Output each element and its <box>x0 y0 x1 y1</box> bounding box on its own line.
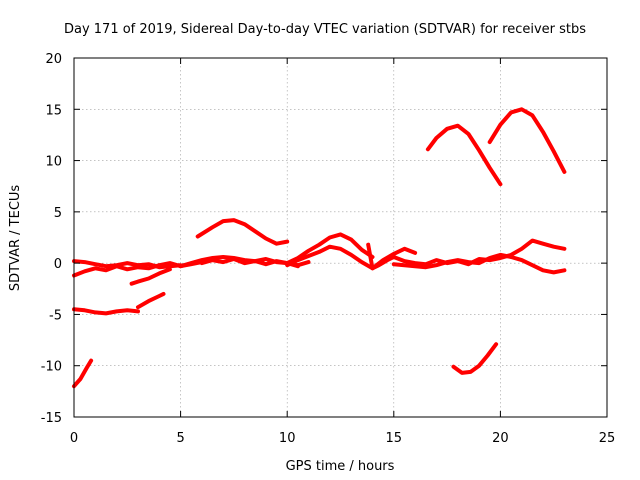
x-tick-label: 20 <box>492 431 509 446</box>
tick-layer: 0 5 10 15 20 25 -15 -10 -5 0 5 10 15 20 <box>41 52 616 446</box>
y-tick-label: 15 <box>45 103 62 118</box>
series-line-trace-16 <box>451 342 499 375</box>
x-tick-label: 25 <box>599 431 616 446</box>
series-line-trace-14 <box>425 123 503 187</box>
series-line-trace-11 <box>285 244 418 271</box>
y-tick-label: 20 <box>45 52 62 67</box>
series-line-trace-8 <box>195 218 290 246</box>
y-tick-label: 10 <box>45 155 62 170</box>
y-tick-label: -10 <box>41 360 62 375</box>
chart-title: Day 171 of 2019, Sidereal Day-to-day VTE… <box>64 22 586 37</box>
series-line-trace-3 <box>136 291 166 310</box>
y-tick-label: -5 <box>49 308 62 323</box>
plot-frame <box>73 57 608 418</box>
series-line-trace-1 <box>72 358 94 389</box>
y-tick-label: -15 <box>41 411 62 426</box>
series-layer <box>72 107 567 389</box>
series-line-trace-10 <box>285 232 375 266</box>
series-line-trace-15 <box>487 107 567 174</box>
series-line-trace-2 <box>72 307 140 316</box>
y-tick-label: 0 <box>54 257 62 272</box>
y-tick-label: 5 <box>54 206 62 221</box>
y-axis-label: SDTVAR / TECUs <box>8 185 23 292</box>
x-axis-label: GPS time / hours <box>286 459 395 474</box>
x-tick-label: 5 <box>176 431 184 446</box>
series-line-trace-4 <box>129 267 172 286</box>
x-tick-label: 10 <box>279 431 296 446</box>
series-line-trace-6 <box>72 259 183 270</box>
x-tick-label: 15 <box>386 431 403 446</box>
series-line-trace-13 <box>391 252 567 275</box>
x-tick-label: 0 <box>70 431 78 446</box>
